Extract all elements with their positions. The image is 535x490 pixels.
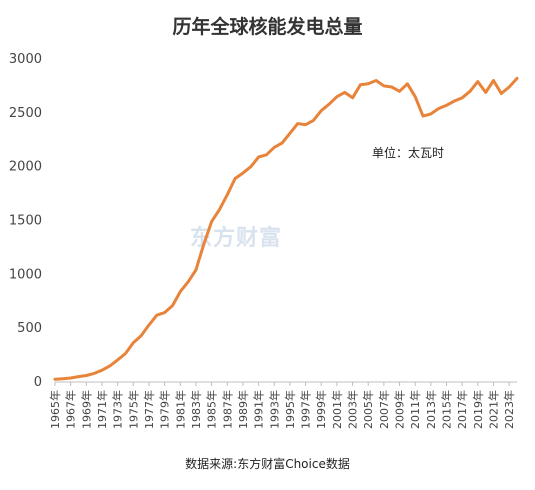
x-tick-label: 1993年 [267,390,281,429]
x-tick-label: 1969年 [79,390,93,429]
x-tick-label: 1983年 [189,390,203,429]
x-tick-label: 2021年 [487,390,501,429]
x-tick-label: 2009年 [393,390,407,429]
x-tick-label: 1971年 [95,390,109,429]
unit-label: 单位：太瓦时 [372,146,445,160]
x-tick-label: 2007年 [377,390,391,429]
x-tick-label: 1979年 [158,390,172,429]
x-tick-label: 1997年 [299,390,313,429]
x-tick-label: 2001年 [330,390,344,429]
x-tick-label: 1987年 [220,390,234,429]
y-tick-label: 2000 [9,160,42,175]
x-tick-label: 1965年 [48,390,62,429]
x-tick-label: 2019年 [471,390,485,429]
x-tick-label: 2005年 [361,390,375,429]
x-tick-label: 1977年 [142,390,156,429]
x-tick-label: 1989年 [236,390,250,429]
y-tick-label: 3000 [9,52,42,67]
source-note: 数据来源:东方财富Choice数据 [185,457,350,471]
y-tick-label: 0 [34,375,42,390]
series-line [53,76,519,381]
y-tick-label: 500 [17,321,42,336]
x-tick-label: 1995年 [283,390,297,429]
x-tick-label: 2003年 [346,390,360,429]
x-tick-label: 1985年 [205,390,219,429]
x-tick-label: 2023年 [502,390,516,429]
x-tick-label: 2017年 [455,390,469,429]
x-tick-label: 1999年 [314,390,328,429]
x-tick-label: 1973年 [111,390,125,429]
y-tick-label: 1500 [9,214,42,229]
x-tick-label: 1991年 [252,390,266,429]
x-tick-label: 2011年 [408,390,422,429]
x-tick-label: 2013年 [424,390,438,429]
x-tick-label: 1975年 [126,390,140,429]
x-tick-label: 2015年 [440,390,454,429]
x-tick-label: 1981年 [173,390,187,429]
x-tick-label: 1967年 [64,390,78,429]
y-tick-label: 1000 [9,267,42,282]
chart-title: 历年全球核能发电总量 [172,16,363,38]
y-tick-label: 2500 [9,106,42,121]
